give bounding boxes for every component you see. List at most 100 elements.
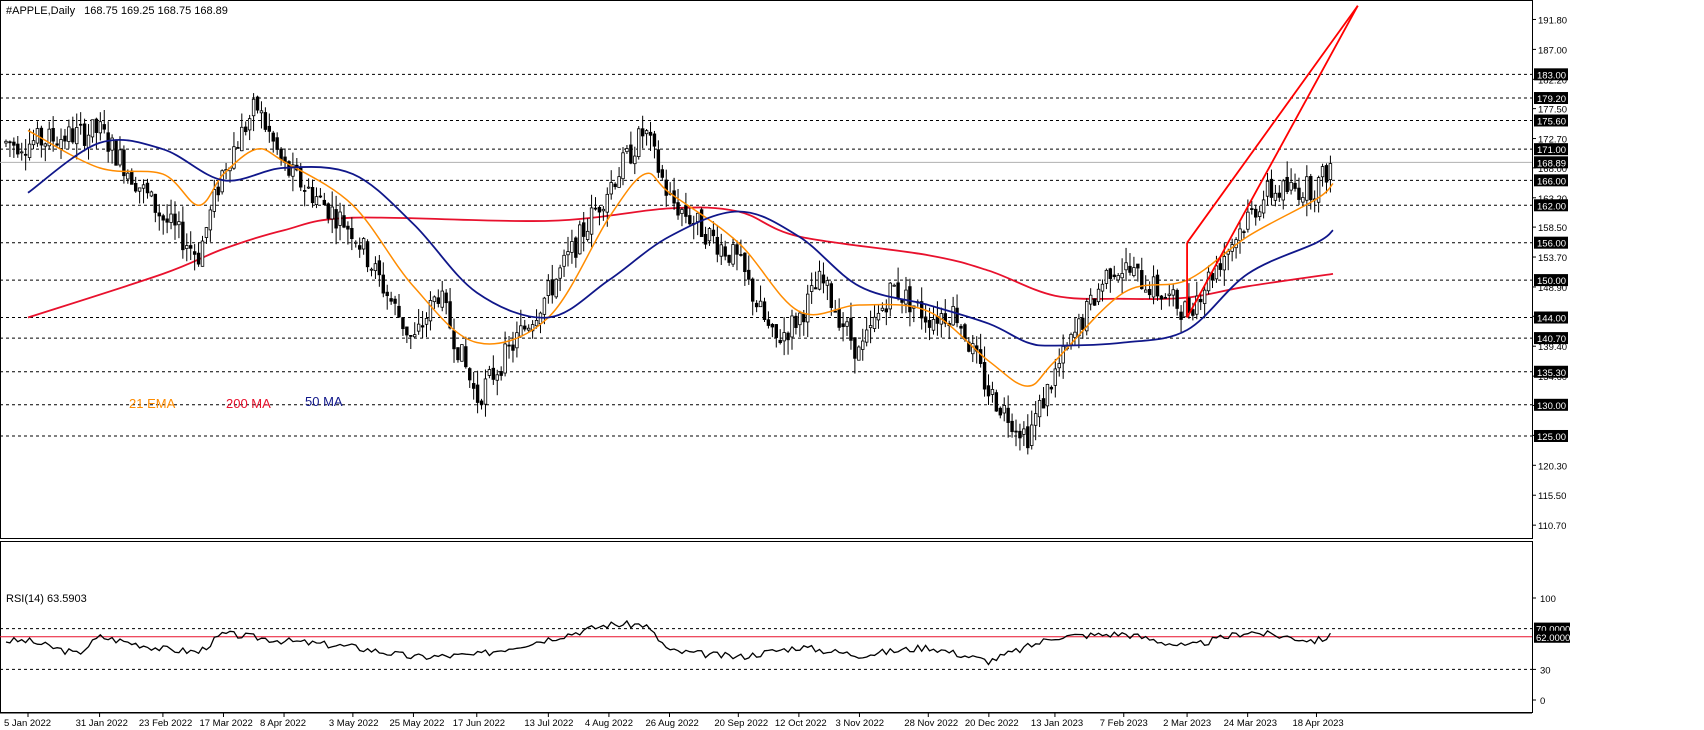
symbol-label: #APPLE,Daily [6, 5, 76, 17]
candle-body [652, 133, 657, 147]
candle-body [1088, 294, 1093, 305]
candle-body [20, 151, 24, 154]
candle-body [739, 254, 743, 256]
candle-body [499, 371, 503, 376]
candle-body [530, 324, 535, 332]
candle-body [432, 296, 437, 303]
price-level-label: 130.00 [1537, 401, 1566, 412]
candle-body [562, 254, 566, 267]
candle-body [185, 245, 189, 249]
candle-body [1293, 182, 1297, 189]
candle-body [413, 334, 417, 338]
candle-body [664, 179, 668, 196]
candle-body [625, 148, 629, 153]
candle-body [232, 146, 236, 169]
candle-body [790, 315, 794, 338]
price-level-tag [1534, 332, 1568, 345]
price-tick-label: 120.30 [1538, 461, 1567, 472]
candle-body [1175, 289, 1179, 309]
candle-body [978, 349, 983, 364]
price-level-tag [1534, 365, 1568, 378]
current-price-tag [1534, 156, 1568, 169]
candle-body [75, 127, 79, 145]
main-panel-frame [0, 0, 1533, 539]
candle-body [31, 140, 36, 146]
candle-body [1092, 298, 1097, 306]
candle-body [440, 290, 444, 308]
candle-body [452, 330, 456, 350]
candle-body [762, 301, 767, 320]
candle-body [468, 368, 472, 381]
rsi-level-label: 62.0000 [1536, 633, 1570, 644]
price-level-label: 166.00 [1537, 176, 1566, 187]
candle-body [157, 212, 161, 217]
candle-body [98, 121, 103, 134]
candle-body [275, 137, 279, 150]
candle-body [314, 196, 319, 205]
candle-body [302, 190, 307, 192]
candle-body [196, 252, 201, 265]
candle-body [23, 153, 28, 156]
rsi-level-label: 70.0000 [1536, 625, 1570, 636]
price-tick-label: 191.80 [1538, 15, 1567, 26]
candle-body [338, 211, 342, 226]
legend-ma200: 200 MA [226, 396, 271, 411]
candle-body [267, 125, 272, 132]
candle-body [747, 269, 751, 280]
time-tick-label: 20 Sep 2022 [714, 718, 768, 729]
candle-body [825, 280, 830, 286]
candle-body [1022, 428, 1026, 435]
candle-body [782, 332, 786, 342]
candle-body [566, 251, 570, 256]
candle-body [106, 132, 110, 152]
candle-body [357, 245, 362, 250]
candle-body [794, 315, 798, 328]
candle-body [1320, 166, 1325, 178]
candle-body [515, 332, 519, 349]
current-price-label: 168.89 [1537, 158, 1566, 169]
candle-body [4, 140, 8, 144]
candle-body [212, 189, 216, 212]
candle-body [1014, 430, 1018, 433]
candle-body [377, 260, 382, 276]
time-tick-label: 13 Jul 2022 [524, 718, 573, 729]
candle-body [695, 212, 700, 223]
candle-body [1041, 398, 1046, 409]
ema21-path [27, 129, 1334, 387]
price-level-tag [1534, 68, 1568, 81]
candle-body [1289, 181, 1293, 191]
candle-body [1073, 331, 1077, 338]
candle-body [436, 297, 440, 304]
candle-body [27, 143, 32, 158]
candle-body [585, 230, 590, 240]
candle-body [251, 98, 256, 117]
candle-body [12, 141, 16, 146]
price-level-tag [1534, 92, 1568, 105]
price-tick-label: 177.50 [1538, 105, 1567, 116]
trend-channel [1186, 5, 1359, 318]
candle-body [1144, 289, 1148, 293]
price-tick-label: 168.00 [1538, 164, 1567, 175]
candle-body [715, 236, 720, 255]
candle-body [122, 149, 126, 177]
candle-body [63, 135, 67, 142]
rsi-tick-label: 100 [1540, 594, 1556, 605]
candle-body [244, 126, 248, 133]
time-tick-label: 18 Apr 2023 [1292, 718, 1343, 729]
price-tick-label: 115.50 [1538, 491, 1566, 502]
candle-body [354, 241, 358, 244]
candle-body [676, 202, 680, 216]
candle-body [318, 195, 323, 198]
candle-body [342, 215, 346, 228]
candle-body [444, 292, 448, 304]
price-tick-label: 148.90 [1538, 283, 1567, 294]
candle-body [526, 327, 531, 331]
candle-body [71, 128, 75, 143]
candle-body [1257, 211, 1262, 217]
candle-body [735, 244, 739, 255]
candle-body [306, 186, 311, 189]
candle-body [204, 227, 209, 238]
candle-body [94, 118, 99, 133]
candle-body [758, 300, 763, 308]
